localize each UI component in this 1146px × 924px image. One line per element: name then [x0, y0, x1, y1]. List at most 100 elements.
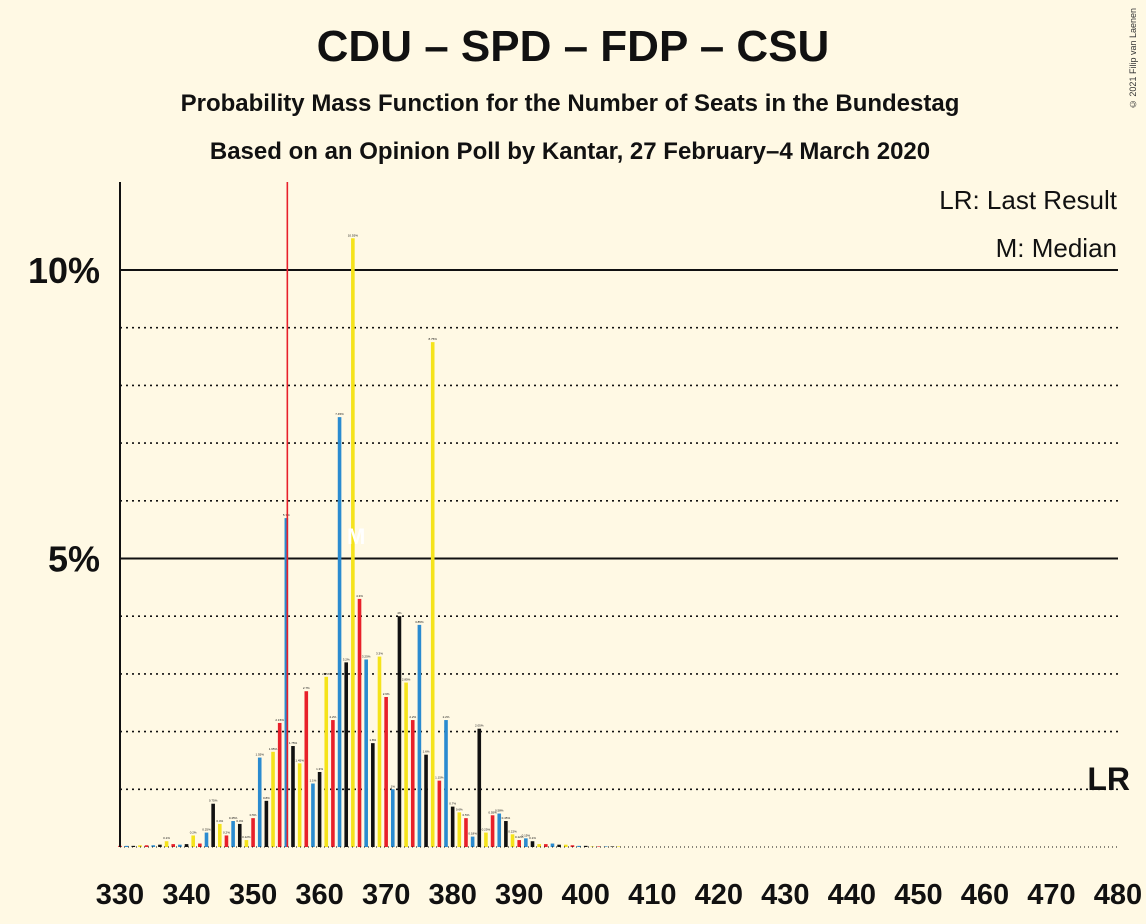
bar — [517, 840, 521, 847]
bar-value-label: 0.55% — [488, 810, 497, 814]
bar-value-label: 3.25% — [362, 654, 371, 658]
bar — [570, 845, 575, 847]
bar-value-label: 0.5% — [250, 813, 257, 817]
x-tick-label: 330 — [96, 879, 144, 911]
bar-value-label: 3.2% — [343, 657, 350, 661]
bar — [404, 682, 408, 847]
bar — [384, 696, 388, 847]
bar — [124, 845, 129, 847]
bar-value-label: 1.55% — [255, 753, 264, 757]
bar — [583, 845, 588, 847]
bar — [158, 844, 162, 847]
legend-median: M: Median — [996, 233, 1117, 263]
markers: M LR — [286, 182, 1130, 847]
bar — [218, 823, 222, 847]
bar — [224, 835, 229, 847]
bar — [304, 691, 309, 847]
median-marker: M — [347, 524, 365, 549]
bar-value-label: 0.25% — [482, 828, 491, 832]
x-tick-label: 370 — [362, 879, 410, 911]
bar — [417, 624, 422, 847]
tick-labels: 5% 10% 330 340 350 360 370 380 390 400 410 420 430 44… — [28, 250, 1142, 911]
bar-value-label: 0.22% — [508, 829, 517, 833]
bar — [184, 844, 189, 847]
bar — [138, 845, 142, 847]
bar — [424, 754, 428, 847]
axes — [119, 182, 1118, 848]
bar — [331, 720, 335, 847]
bar-value-label: 0.4% — [216, 819, 223, 823]
bar — [364, 659, 368, 847]
x-tick-label: 360 — [295, 879, 343, 911]
x-tick-label: 440 — [828, 879, 876, 911]
x-tick-label: 430 — [761, 879, 809, 911]
bar — [390, 789, 395, 847]
bar-value-label: 0.25% — [202, 828, 211, 832]
chart-title: CDU – SPD – FDP – CSU — [316, 22, 830, 71]
x-tick-label: 400 — [562, 879, 610, 911]
bar — [371, 743, 375, 847]
bar-value-label: 0.4% — [236, 819, 243, 823]
bar-value-label: 0.7% — [449, 802, 456, 806]
bar-value-label: 0.45% — [502, 816, 511, 820]
bar — [291, 746, 295, 847]
bar — [377, 656, 382, 847]
bar — [178, 844, 182, 847]
bar-value-label: 0.5% — [463, 813, 470, 817]
bar-value-label: 2.2% — [443, 715, 450, 719]
bar-value-label: 0.18% — [468, 832, 477, 836]
bar — [477, 728, 482, 847]
bar-value-label: 0.12% — [242, 835, 251, 839]
bar-value-label: 1.45% — [295, 758, 304, 762]
bar — [191, 835, 195, 847]
bar-value-label: 0.75% — [209, 799, 218, 803]
bar-value-label: 1.3% — [316, 767, 323, 771]
bar-value-label: 0.45% — [229, 816, 238, 820]
bar — [171, 844, 176, 847]
bar — [617, 846, 621, 847]
bar — [231, 821, 235, 847]
bar — [397, 616, 402, 847]
bar — [337, 417, 342, 847]
x-tick-label: 380 — [428, 879, 476, 911]
bar — [510, 834, 515, 847]
bar-value-label: 2.2% — [329, 715, 336, 719]
bar-value-label: 1.75% — [289, 741, 298, 745]
grid-lines — [120, 269, 1118, 791]
bar — [537, 844, 541, 847]
bar-value-label: 4.3% — [356, 594, 363, 598]
bar — [271, 751, 275, 847]
bar — [257, 757, 262, 847]
x-tick-label: 450 — [894, 879, 942, 911]
bar — [151, 845, 156, 847]
bar — [457, 812, 462, 847]
bar-value-label: 3.85% — [415, 620, 424, 624]
bar — [164, 841, 169, 847]
bar — [344, 662, 349, 847]
bar-value-label: 0.6% — [456, 807, 463, 811]
bar — [603, 846, 608, 847]
bar-value-label: 8.75% — [428, 337, 437, 341]
bar-value-label: 0.58% — [495, 809, 504, 813]
x-tick-label: 410 — [628, 879, 676, 911]
bar — [497, 813, 502, 847]
bar — [297, 763, 302, 847]
chart-source-line: Based on an Opinion Poll by Kantar, 27 F… — [209, 138, 931, 165]
bar — [237, 823, 242, 847]
bar — [357, 598, 362, 847]
bar — [470, 836, 475, 847]
bar — [410, 720, 415, 847]
bar-value-label: 0.8% — [263, 796, 270, 800]
bar-value-label: 3.3% — [376, 652, 383, 656]
x-tick-label: 390 — [495, 879, 543, 911]
x-tick-label: 350 — [229, 879, 277, 911]
bar — [317, 771, 322, 847]
bar — [524, 838, 528, 847]
bar — [131, 845, 136, 847]
bar — [277, 722, 282, 847]
bar-value-label: 0.12% — [515, 835, 524, 839]
bar-value-label: 0.2% — [190, 830, 197, 834]
bar — [204, 832, 209, 847]
bar — [430, 342, 435, 847]
